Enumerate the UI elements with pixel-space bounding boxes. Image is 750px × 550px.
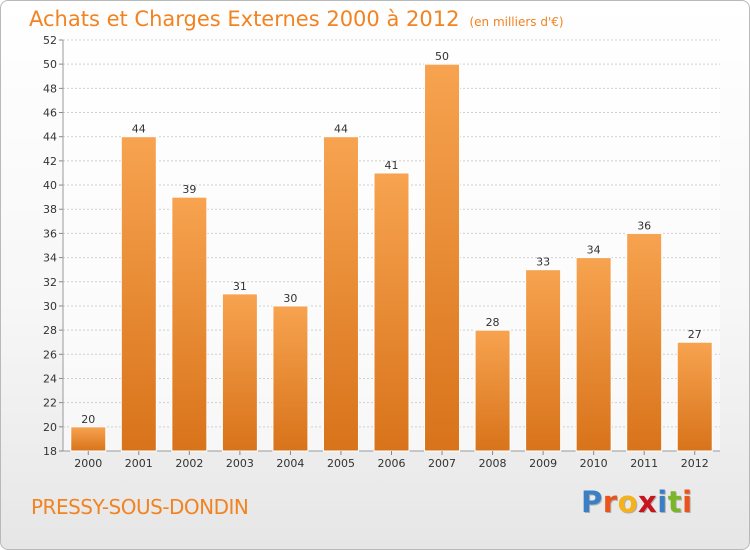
- x-tick-label: 2004: [276, 457, 304, 470]
- bar: [373, 172, 410, 452]
- y-tick-label: 48: [43, 82, 57, 95]
- y-tick-label: 52: [43, 34, 57, 47]
- data-label: 27: [688, 328, 702, 341]
- bar: [626, 232, 663, 452]
- x-tick-label: 2006: [378, 457, 406, 470]
- logo-letter: i: [682, 485, 693, 519]
- bar: [70, 426, 107, 452]
- x-tick-label: 2003: [226, 457, 254, 470]
- data-label: 33: [536, 256, 550, 269]
- logo-letter: r: [602, 485, 618, 519]
- data-label: 50: [435, 50, 449, 63]
- y-tick-label: 42: [43, 155, 57, 168]
- data-label: 44: [334, 123, 348, 136]
- x-tick-label: 2000: [74, 457, 102, 470]
- y-tick-label: 24: [43, 372, 57, 385]
- x-tick-label: 2002: [175, 457, 203, 470]
- y-tick-label: 44: [43, 131, 57, 144]
- y-tick-label: 28: [43, 324, 57, 337]
- bar: [221, 293, 258, 452]
- data-label: 28: [486, 316, 500, 329]
- chart-title-text: Achats et Charges Externes 2000 à 2012: [29, 7, 460, 31]
- x-tick-label: 2005: [327, 457, 355, 470]
- bar: [120, 136, 157, 452]
- bar: [676, 341, 713, 452]
- bar: [424, 63, 461, 452]
- x-tick-label: 2012: [681, 457, 709, 470]
- x-tick-label: 2008: [479, 457, 507, 470]
- data-label: 30: [283, 292, 297, 305]
- y-tick-label: 40: [43, 179, 57, 192]
- place-name: PRESSY-SOUS-DONDIN: [31, 495, 249, 519]
- bar: [272, 305, 309, 452]
- bar: [525, 269, 562, 452]
- x-tick-label: 2009: [529, 457, 557, 470]
- x-tick-label: 2007: [428, 457, 456, 470]
- y-tick-label: 30: [43, 300, 57, 313]
- bar: [575, 257, 612, 452]
- logo-letter: x: [638, 485, 658, 519]
- bar: [474, 329, 511, 452]
- data-label: 36: [637, 219, 651, 232]
- y-tick-label: 26: [43, 348, 57, 361]
- logo-letter: o: [617, 485, 639, 519]
- data-label: 44: [132, 123, 146, 136]
- data-label: 34: [587, 244, 601, 257]
- logo-letter: P: [581, 485, 603, 519]
- x-tick-label: 2010: [580, 457, 608, 470]
- logo-letter: t: [667, 485, 683, 519]
- y-tick-label: 20: [43, 421, 57, 434]
- data-label: 31: [233, 280, 247, 293]
- data-label: 41: [385, 159, 399, 172]
- y-tick-label: 32: [43, 276, 57, 289]
- y-tick-label: 22: [43, 397, 57, 410]
- logo-letter: i: [657, 485, 668, 519]
- x-tick-label: 2001: [125, 457, 153, 470]
- chart-unit: (en milliers d'€): [469, 15, 564, 29]
- y-tick-label: 34: [43, 252, 57, 265]
- proxiti-logo: Proxiti: [581, 485, 693, 519]
- bar: [322, 136, 359, 452]
- y-tick-label: 36: [43, 227, 57, 240]
- bar: [171, 196, 208, 452]
- data-label: 39: [182, 183, 196, 196]
- y-tick-label: 50: [43, 58, 57, 71]
- chart-title: Achats et Charges Externes 2000 à 2012 (e…: [29, 7, 564, 31]
- y-tick-label: 46: [43, 107, 57, 120]
- x-tick-label: 2011: [630, 457, 658, 470]
- y-tick-label: 38: [43, 203, 57, 216]
- y-tick-label: 18: [43, 445, 57, 458]
- data-label: 20: [81, 413, 95, 426]
